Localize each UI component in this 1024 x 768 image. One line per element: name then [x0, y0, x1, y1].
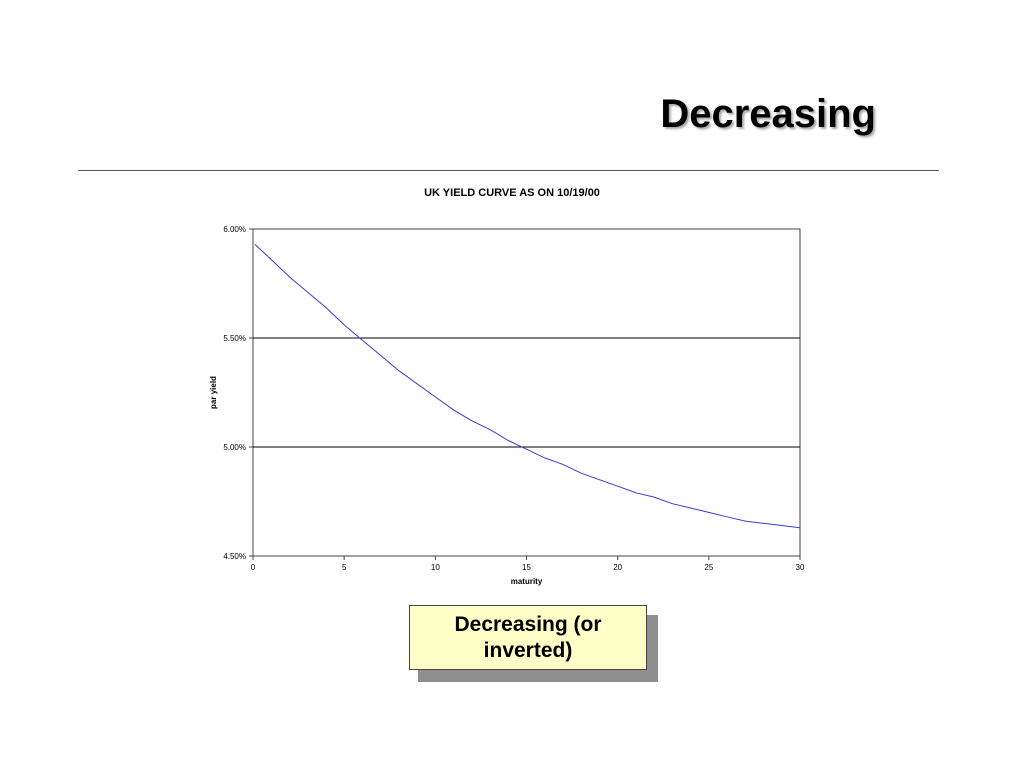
title-divider: [78, 170, 939, 171]
y-tick-label-3: 6.00%: [223, 225, 246, 234]
plot-area: [252, 228, 801, 557]
x-tick-label-4: 20: [613, 563, 622, 572]
x-tick-label-6: 30: [796, 563, 805, 572]
callout-text: Decreasing (or inverted): [454, 612, 602, 662]
y-axis: 4.50% 5.00% 5.50% 6.00%: [223, 225, 253, 561]
gridlines: [253, 337, 800, 448]
y-tick-label-1: 5.00%: [223, 443, 246, 452]
x-tick-label-3: 15: [522, 563, 531, 572]
slide-title: Decreasing: [660, 92, 876, 136]
x-tick-label-0: 0: [251, 563, 256, 572]
chart-title: UK YIELD CURVE AS ON 10/19/00: [424, 187, 600, 199]
x-tick-label-1: 5: [342, 563, 347, 572]
x-tick-label-5: 25: [704, 563, 713, 572]
yield-curve-line: [254, 243, 801, 529]
y-tick-label-0: 4.50%: [223, 552, 246, 561]
x-tick-label-2: 10: [431, 563, 440, 572]
x-axis: 0 5 10 15 20 25 30: [251, 556, 805, 572]
y-axis-label: par yield: [209, 376, 218, 409]
callout-box: Decreasing (or inverted): [409, 605, 647, 670]
y-tick-label-2: 5.50%: [223, 334, 246, 343]
x-axis-label: maturity: [511, 577, 543, 586]
